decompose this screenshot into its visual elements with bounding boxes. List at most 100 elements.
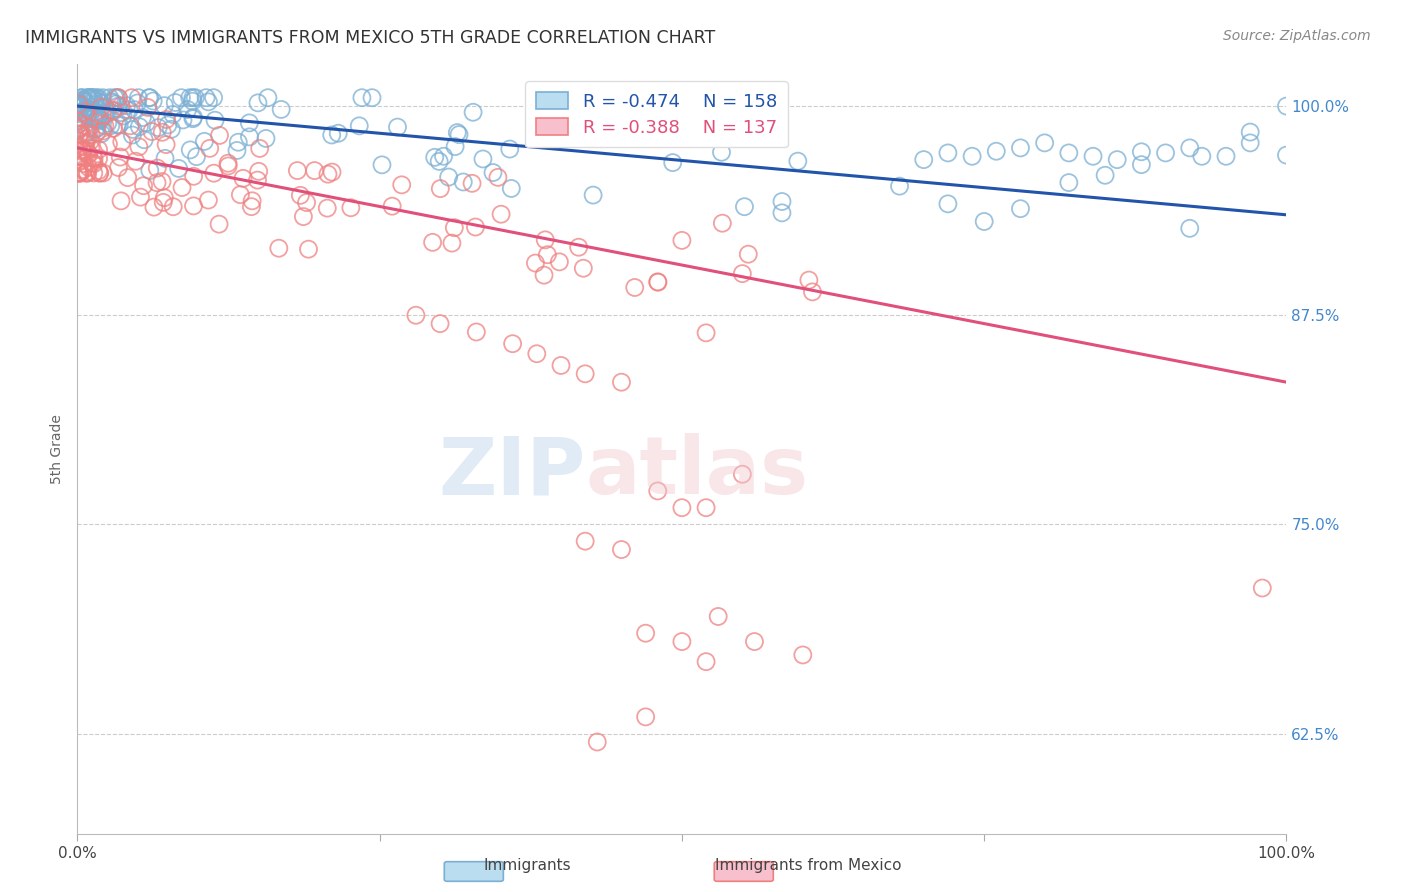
Point (986, 145, 1008, 159)
Point (67, 149, 90, 163)
Point (77, 161, 100, 175)
Point (381, 199, 404, 213)
Point (340, 201, 363, 215)
Point (86, 121, 108, 136)
Point (257, 91, 280, 105)
Point (695, 655, 717, 669)
Point (533, 268, 555, 282)
Point (70, 145, 93, 159)
Text: ZIP: ZIP (437, 434, 585, 511)
Point (240, 200, 263, 214)
Point (83, 112, 105, 126)
Point (120, 119, 142, 133)
Point (94, 119, 117, 133)
Point (1239, 136, 1261, 150)
Point (647, 275, 669, 289)
Point (110, 105, 132, 120)
Point (254, 131, 277, 145)
Point (501, 181, 523, 195)
Point (76, 131, 98, 145)
Point (67, 95, 90, 110)
Point (146, 161, 169, 175)
Point (77, 128, 100, 142)
Point (429, 317, 451, 331)
Point (67, 113, 90, 128)
Point (316, 201, 339, 215)
Point (160, 122, 183, 136)
Point (131, 111, 153, 125)
Point (499, 142, 522, 156)
Point (176, 103, 198, 117)
Point (90, 96, 112, 111)
Point (267, 241, 290, 255)
Point (77, 121, 100, 136)
Point (461, 105, 484, 120)
Point (217, 159, 239, 173)
Point (76, 91, 98, 105)
Point (437, 169, 460, 184)
Point (76, 108, 98, 122)
Point (107, 91, 129, 105)
Point (87, 112, 110, 126)
Point (89, 108, 111, 122)
Point (246, 95, 269, 110)
Point (69, 127, 91, 141)
Point (86, 108, 108, 122)
Point (110, 194, 132, 208)
Point (76, 126, 98, 140)
Point (432, 149, 454, 163)
Point (75, 136, 97, 151)
Point (84, 98, 107, 112)
Point (142, 200, 165, 214)
Point (105, 91, 128, 105)
Point (422, 235, 444, 250)
Point (79, 134, 101, 148)
Point (502, 336, 524, 351)
Point (572, 261, 595, 276)
Point (80, 91, 103, 105)
Point (226, 135, 249, 149)
Point (710, 145, 733, 160)
Point (1251, 581, 1274, 595)
Point (118, 103, 141, 118)
Point (167, 161, 190, 176)
Point (249, 141, 271, 155)
Point (162, 107, 184, 121)
Point (72, 105, 94, 120)
Point (1215, 149, 1237, 163)
Point (76, 145, 98, 160)
Point (107, 118, 129, 132)
Point (80, 91, 103, 105)
Point (350, 91, 373, 105)
Text: Immigrants from Mexico: Immigrants from Mexico (716, 858, 901, 872)
Point (83, 93, 105, 107)
Point (482, 165, 505, 179)
Point (695, 500, 717, 515)
Point (170, 91, 193, 105)
Point (446, 126, 468, 140)
Point (84, 91, 107, 105)
Point (440, 236, 463, 251)
Point (1057, 176, 1080, 190)
Point (387, 120, 409, 134)
Point (465, 325, 488, 339)
Point (733, 200, 755, 214)
Point (111, 135, 134, 149)
Point (361, 91, 384, 105)
Point (197, 193, 219, 207)
Point (204, 113, 226, 128)
Point (73, 104, 96, 119)
Point (87, 152, 110, 166)
Point (623, 280, 645, 294)
Point (77, 91, 100, 105)
Point (101, 103, 124, 118)
Point (76, 166, 98, 180)
Point (87, 163, 110, 178)
Point (75, 166, 97, 180)
Point (97, 116, 120, 130)
Point (87, 95, 110, 109)
Point (100, 119, 122, 133)
Point (124, 103, 146, 117)
Point (524, 256, 547, 270)
Point (526, 347, 548, 361)
